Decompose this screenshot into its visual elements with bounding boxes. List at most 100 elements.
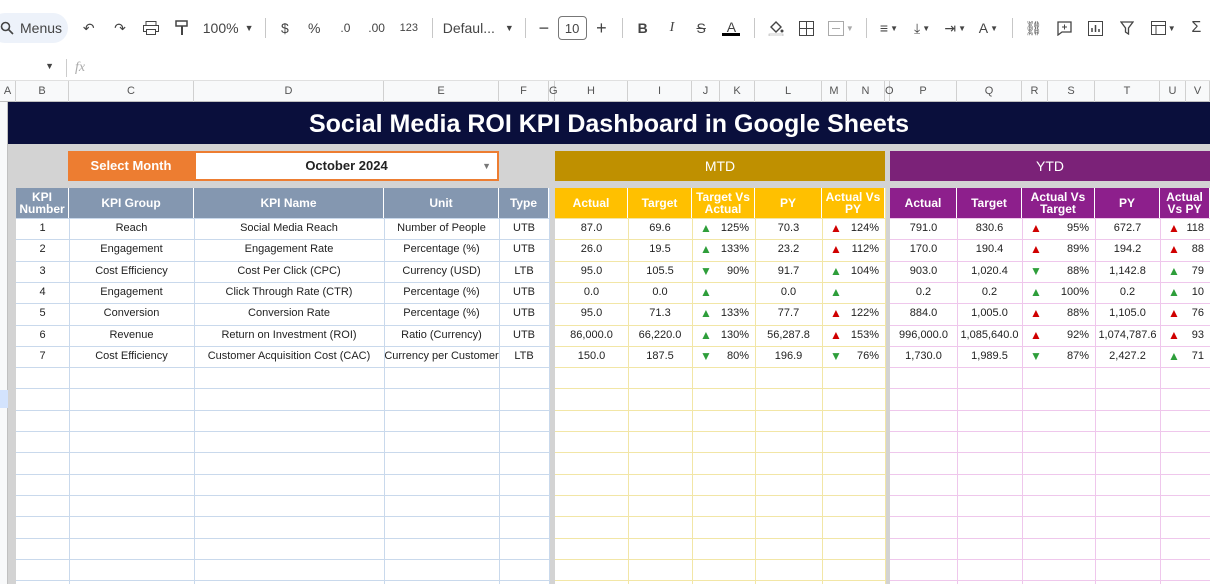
borders-icon[interactable] [792,14,821,42]
value-cell: 791.0 [909,222,938,234]
left-header-cell: Type [499,188,548,218]
selected-month: October 2024 [305,158,388,173]
merge-cells-icon[interactable]: ▼ [823,14,858,42]
column-header-R[interactable]: R [1022,81,1048,102]
text-wrap-icon[interactable]: ⇥ ▼ [944,19,967,36]
grid-line [890,388,1210,390]
grid-line [890,537,1210,539]
value-cell: 903.0 [909,264,938,277]
up-arrow-icon: ▲ [1168,306,1180,321]
percent-button[interactable]: % [307,20,321,36]
font-select[interactable]: Defaul... ▼ [439,14,517,42]
grid-line [69,188,70,584]
comparison-cell: ▲ 88% [1022,303,1095,324]
month-dropdown[interactable]: October 2024 ▼ [194,151,499,181]
italic-button[interactable]: I [669,20,675,35]
kpi-type: UTB [513,285,535,298]
strikethrough-icon[interactable]: S [696,20,706,36]
value-cell: 190.4 [975,243,1004,256]
comparison-value: 93 [1191,328,1204,341]
redo-icon[interactable]: ↷ [114,19,126,36]
grid-line [890,580,1210,582]
paint-format-icon[interactable] [168,14,197,42]
column-header-D[interactable]: D [194,81,384,102]
grid-line [555,580,885,582]
column-header-G[interactable]: G [549,81,558,102]
column-header-O[interactable]: O [885,81,894,102]
kpi-unit: Currency per Customer [384,349,499,362]
zoom-select[interactable]: 100% ▼ [199,14,257,42]
value-cell: 105.5 [646,264,674,277]
comment-icon[interactable] [1050,14,1079,42]
filter-views-icon[interactable]: ▼ [1144,14,1183,42]
text-color-icon[interactable]: A [717,14,746,42]
comparison-value: 95% [1066,222,1089,234]
fill-color-icon[interactable] [761,14,790,42]
column-header-M[interactable]: M [822,81,847,102]
grid-line [555,537,885,539]
column-header-N[interactable]: N [847,81,885,102]
vertical-align-icon[interactable]: ⤓ ▼ [914,19,931,36]
column-header-I[interactable]: I [628,81,692,102]
up-arrow-icon: ▲ [700,306,712,321]
bold-button[interactable]: B [637,20,648,36]
comparison-cell: ▲ 104% [822,261,885,282]
grid-line [555,409,885,411]
name-box[interactable]: ▼ [0,58,58,78]
font-size-increase-icon[interactable]: + [596,17,607,38]
grid-line [16,431,549,432]
column-header-S[interactable]: S [1048,81,1095,102]
formula-input[interactable] [85,58,1210,78]
column-header-U[interactable]: U [1160,81,1186,102]
filter-icon[interactable] [1113,14,1142,42]
column-header-K[interactable]: K [720,81,755,102]
undo-icon[interactable]: ↶ [82,19,95,36]
header-label: KPI Name [260,196,317,210]
column-header-P[interactable]: P [890,81,957,102]
up-arrow-icon: ▲ [830,242,842,257]
zoom-value: 100% [202,20,239,36]
increase-decimal-button[interactable]: .00 [368,21,385,35]
header-cell: Actual Vs PY [822,188,884,218]
grid-line [555,239,885,241]
column-header-T[interactable]: T [1095,81,1160,102]
menus-search[interactable]: Menus [0,13,69,43]
functions-button[interactable]: Σ [1191,19,1202,36]
comparison-value: 87% [1066,349,1089,362]
column-header-C[interactable]: C [69,81,194,102]
grid-line [555,452,885,454]
column-header-H[interactable]: H [555,81,628,102]
header-label: Target [971,196,1007,210]
kpi-number: 1 [39,222,46,234]
column-header-E[interactable]: E [384,81,499,102]
font-size-input[interactable]: 10 [557,16,587,40]
value-cell: 672.7 [1113,222,1142,234]
column-header-A[interactable]: A [0,81,16,102]
comparison-value: 79 [1191,264,1204,277]
kpi-group: Revenue [109,328,154,341]
number-format-button[interactable]: 123 [399,22,418,34]
kpi-name: Return on Investment (ROI) [221,328,357,341]
comparison-cell: ▲ 133% [692,239,755,260]
font-size-decrease-icon[interactable]: − [538,17,550,38]
decrease-decimal-button[interactable]: .0 [340,21,351,35]
kpi-name: Engagement Rate [244,243,334,256]
print-icon[interactable] [137,14,166,42]
kpi-type: UTB [513,307,535,320]
chart-icon[interactable] [1081,14,1110,42]
menus-label: Menus [20,20,63,36]
column-header-Q[interactable]: Q [957,81,1022,102]
column-header-F[interactable]: F [499,81,549,102]
horizontal-align-icon[interactable]: ≡ ▼ [879,20,898,36]
column-header-J[interactable]: J [692,81,720,102]
text-rotation-icon[interactable]: A ▼ [978,20,998,36]
kpi-type: LTB [514,264,534,277]
value-cell: 0.2 [915,285,932,298]
column-header-V[interactable]: V [1186,81,1210,102]
currency-button[interactable]: $ [281,20,289,36]
kpi-number: 7 [39,349,46,362]
ytd-band: YTD [890,151,1210,181]
column-header-B[interactable]: B [16,81,69,102]
column-header-L[interactable]: L [755,81,822,102]
link-icon[interactable]: ⛓ [1024,19,1043,36]
